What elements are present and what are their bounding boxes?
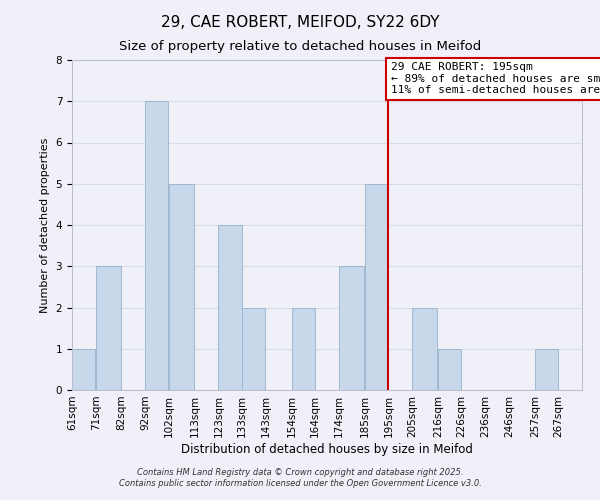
Text: Contains HM Land Registry data © Crown copyright and database right 2025.
Contai: Contains HM Land Registry data © Crown c…: [119, 468, 481, 487]
Bar: [95, 266, 121, 390]
Bar: [412, 308, 437, 390]
Y-axis label: Number of detached properties: Number of detached properties: [40, 138, 50, 312]
Bar: [145, 101, 169, 390]
Bar: [292, 308, 315, 390]
X-axis label: Distribution of detached houses by size in Meifod: Distribution of detached houses by size …: [181, 442, 473, 456]
Bar: [169, 184, 194, 390]
Text: 29 CAE ROBERT: 195sqm
← 89% of detached houses are smaller (32)
11% of semi-deta: 29 CAE ROBERT: 195sqm ← 89% of detached …: [391, 62, 600, 96]
Bar: [242, 308, 265, 390]
Bar: [218, 225, 242, 390]
Bar: [72, 349, 95, 390]
Text: Size of property relative to detached houses in Meifod: Size of property relative to detached ho…: [119, 40, 481, 53]
Bar: [438, 349, 461, 390]
Bar: [535, 349, 558, 390]
Bar: [339, 266, 364, 390]
Text: 29, CAE ROBERT, MEIFOD, SY22 6DY: 29, CAE ROBERT, MEIFOD, SY22 6DY: [161, 15, 439, 30]
Bar: [365, 184, 388, 390]
